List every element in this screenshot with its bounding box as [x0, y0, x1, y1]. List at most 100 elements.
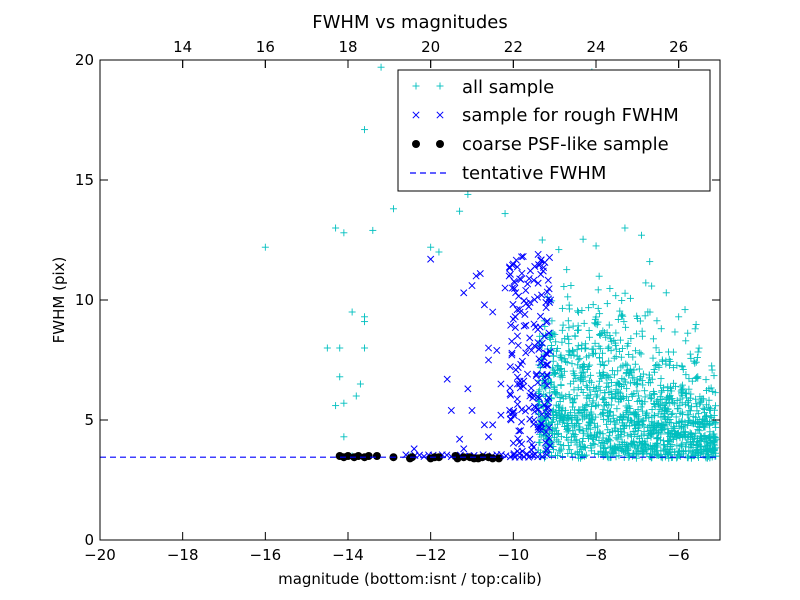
data-point — [646, 391, 654, 399]
data-point — [608, 367, 616, 375]
data-point — [531, 450, 539, 458]
data-point — [577, 372, 585, 380]
x-stroke-b — [545, 295, 553, 303]
data-point — [558, 418, 566, 426]
x-stroke-b — [506, 390, 514, 398]
x-stroke-b — [532, 323, 540, 331]
data-point — [573, 416, 581, 424]
data-point — [543, 288, 551, 296]
data-point — [517, 276, 525, 284]
data-point — [640, 440, 648, 448]
data-point — [587, 403, 595, 411]
data-point — [622, 323, 630, 331]
x-stroke-b — [544, 361, 552, 369]
data-point — [558, 338, 566, 346]
data-point — [489, 421, 497, 429]
data-point — [584, 383, 592, 391]
data-point — [557, 406, 565, 414]
x-stroke-b — [522, 321, 530, 329]
data-point — [596, 310, 604, 318]
data-point — [507, 321, 515, 329]
data-point — [624, 432, 632, 440]
data-point — [692, 429, 700, 437]
data-point — [582, 425, 590, 433]
data-point — [710, 372, 718, 380]
x-stroke-b — [543, 381, 551, 389]
data-point — [637, 403, 645, 411]
data-point — [583, 400, 591, 408]
data-point — [564, 414, 572, 422]
data-point — [633, 432, 641, 440]
data-point — [652, 443, 660, 451]
x-stroke-b — [508, 337, 516, 345]
data-point — [596, 360, 604, 368]
x-stroke-b — [546, 296, 555, 304]
data-point — [632, 425, 640, 433]
data-point — [632, 380, 640, 388]
data-point — [656, 393, 664, 401]
data-point — [623, 361, 631, 369]
data-point — [669, 409, 677, 417]
x-stroke-b — [538, 420, 546, 428]
data-point — [630, 437, 638, 445]
data-point — [632, 451, 640, 459]
data-point — [587, 391, 595, 399]
x-stroke-b — [531, 262, 539, 270]
x-stroke-b — [515, 292, 523, 300]
data-point — [628, 390, 636, 398]
data-point — [602, 400, 610, 408]
x-stroke-b — [534, 393, 542, 401]
x-stroke-b — [543, 288, 551, 296]
data-point — [685, 385, 693, 393]
data-point — [588, 434, 596, 442]
data-point — [678, 362, 686, 370]
x-stroke-b — [538, 291, 546, 299]
data-point — [389, 205, 397, 213]
data-point — [528, 346, 536, 354]
x-stroke-b — [516, 427, 524, 435]
data-point — [622, 378, 630, 386]
data-point — [516, 427, 524, 435]
data-point — [648, 282, 656, 290]
data-point — [612, 345, 620, 353]
x-stroke-b — [420, 452, 428, 461]
data-point — [603, 420, 611, 428]
data-point — [566, 409, 574, 417]
data-point — [556, 353, 564, 361]
data-point — [518, 406, 526, 414]
data-point — [544, 361, 552, 369]
x-stroke-b — [497, 380, 505, 388]
x-stroke-b — [515, 438, 523, 446]
x-stroke-b — [546, 348, 554, 356]
data-point — [582, 401, 590, 409]
x-stroke-b — [508, 351, 516, 359]
x-stroke-b — [528, 346, 536, 354]
x-stroke-b — [505, 263, 514, 271]
data-point — [546, 334, 554, 342]
data-point — [332, 402, 340, 410]
data-point — [678, 363, 686, 371]
x-stroke-b — [514, 341, 522, 349]
data-point — [691, 420, 699, 428]
data-point — [697, 397, 705, 405]
x-stroke-b — [489, 421, 497, 429]
data-point — [582, 382, 590, 390]
data-point — [706, 406, 714, 414]
data-point — [616, 307, 624, 315]
data-point — [557, 364, 565, 372]
data-point — [541, 454, 549, 462]
x-stroke-b — [534, 279, 542, 287]
data-point — [613, 405, 621, 413]
data-point — [688, 377, 696, 385]
x-stroke-b — [538, 410, 546, 418]
data-point — [616, 336, 624, 344]
x-stroke-b — [530, 320, 538, 328]
data-point — [693, 438, 701, 446]
data-point — [615, 416, 623, 424]
data-point — [356, 380, 364, 388]
data-point — [464, 190, 472, 198]
data-point — [585, 352, 593, 360]
data-point — [660, 441, 668, 449]
x-stroke-b — [545, 329, 553, 337]
x-stroke-b — [415, 451, 424, 459]
